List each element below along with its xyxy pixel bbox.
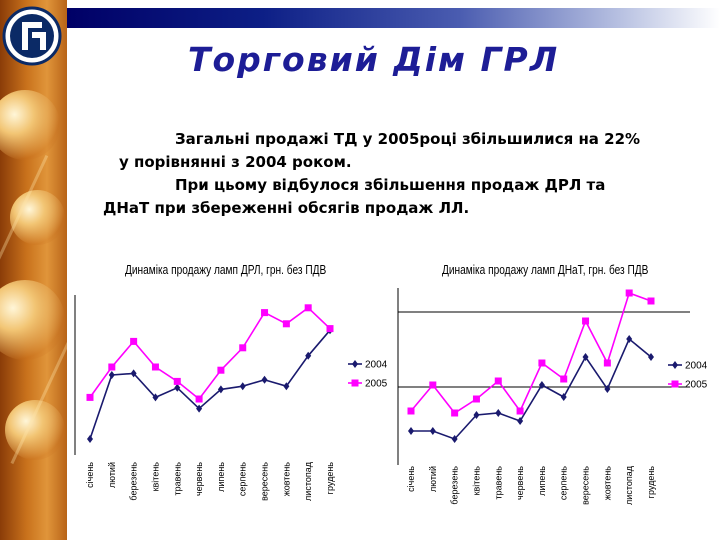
chart-0-point-2004-7 [239,382,246,391]
slide-title: Торговий Дім ГРЛ [188,40,560,79]
chart-0-point-2005-2 [130,337,138,345]
chart-1-legend-label-2005: 2005 [685,380,708,391]
chart-1-point-2005-9 [603,359,611,367]
chart-1-legend-label-2004: 2004 [685,361,708,372]
chart-1-legend-marker-2005 [671,380,679,388]
chart-1-tick-label: листопад [624,465,634,505]
chart-1-point-2004-3 [473,411,480,419]
chart-1-tick-label: травень [493,466,503,500]
chart-0-point-2005-10 [304,304,312,312]
chart-1-point-2004-4 [495,409,502,417]
chart-1-point-2004-10 [626,335,633,343]
chart-1-point-2005-10 [625,289,633,297]
chart-0-tick-label: лютий [107,462,117,488]
chart-0-tick-label: грудень [325,462,335,495]
chart-0-point-2005-11 [326,325,334,333]
chart-drl-title: Динаміка продажу ламп ДРЛ, грн. без ПДВ [125,262,327,277]
chart-0-tick-label: січень [85,462,95,488]
chart-0-legend-marker-2005 [351,379,359,387]
chart-0-tick-label: серпень [238,462,248,496]
chart-0-legend-label-2004: 2004 [365,360,388,371]
chart-0-point-2004-10 [305,351,312,360]
chart-1-point-2004-7 [560,393,567,401]
chart-0-point-2004-8 [261,375,268,384]
chart-1-point-2005-5 [516,407,524,415]
chart-1-tick-label: березень [450,466,460,505]
chart-1-point-2005-2 [451,409,459,417]
chart-0-point-2005-4 [173,377,181,385]
chart-0-point-2004-0 [87,435,93,443]
chart-0-tick-label: жовтень [281,462,291,497]
chart-1-series-2004-line [411,337,652,440]
chart-0-point-2004-1 [108,371,115,379]
chart-0-point-2004-6 [217,385,224,394]
chart-0-point-2005-8 [261,309,269,317]
chart-0-point-2005-9 [282,320,290,328]
chart-1-point-2005-1 [429,381,437,389]
chart-0-legend-marker-2004 [352,360,358,368]
chart-1-point-2005-3 [472,395,480,403]
chart-1-tick-label: січень [406,466,416,492]
chart-0-point-2005-1 [108,363,116,371]
decorative-sidebar [0,0,67,540]
chart-0-point-2005-7 [239,344,247,352]
chart-0-point-2005-6 [217,366,225,374]
chart-0-point-2005-5 [195,395,203,403]
chart-0-tick-label: травень [172,462,182,496]
chart-0-tick-label: квітень [150,462,160,492]
chart-0-point-2004-9 [283,382,290,391]
chart-0-tick-label: березень [129,462,139,501]
chart-1-point-2005-7 [560,375,568,383]
chart-0-point-2004-5 [196,404,203,413]
chart-1-point-2005-0 [407,407,415,415]
chart-1-point-2004-6 [538,381,545,389]
chart-1-point-2004-1 [429,427,436,435]
chart-1-tick-label: липень [537,466,547,496]
chart-0-point-2005-3 [151,363,159,371]
chart-0-tick-label: вересень [260,462,270,501]
chart-0-tick-label: листопад [303,461,313,501]
chart-1-tick-label: квітень [471,466,481,496]
paragraph-line-1: Загальні продажі ТД у 2005році збільшили… [175,130,641,148]
chart-0-tick-label: липень [216,462,226,492]
chart-0-series-2005-line [89,306,331,401]
paragraph-line-4: ДНаТ при збереженні обсягів продаж ЛЛ. [103,199,470,217]
chart-1-tick-label: вересень [581,466,591,505]
chart-0-point-2004-4 [174,383,181,392]
chart-1-tick-label: лютий [428,466,438,492]
chart-1-point-2004-2 [451,435,458,443]
chart-1-tick-label: червень [515,466,525,500]
chart-1-series-2005-line [410,291,652,415]
chart-1-point-2004-0 [408,427,414,435]
chart-1-point-2004-9 [604,385,611,393]
chart-1-point-2005-4 [494,377,502,385]
chart-1-tick-label: грудень [646,466,656,499]
chart-1-point-2004-11 [648,353,654,361]
chart-1-point-2005-8 [582,317,590,325]
chart-0-point-2005-0 [86,393,94,401]
header-bar [67,8,720,28]
chart-1-tick-label: жовтень [602,466,612,501]
chart-0-tick-label: червень [194,462,204,496]
chart-0-point-2004-3 [152,393,159,402]
chart-1-legend-marker-2004 [672,361,678,369]
chart-dnat-title: Динаміка продажу ламп ДНаТ, грн. без ПДВ [442,262,649,277]
chart-1-point-2004-5 [517,417,524,425]
company-logo [2,6,62,66]
chart-1-point-2004-8 [582,353,589,361]
paragraph-line-2: у порівнянні з 2004 роком. [119,153,352,171]
chart-0-series-2004-line [89,329,331,440]
chart-0-legend-label-2005: 2005 [365,379,388,390]
chart-1-point-2005-6 [538,359,546,367]
paragraph-line-3: При цьому відбулося збільшення продаж ДР… [175,176,606,194]
chart-1-tick-label: серпень [559,466,569,500]
chart-0-point-2004-2 [130,369,137,378]
chart-1-point-2005-11 [647,297,655,305]
